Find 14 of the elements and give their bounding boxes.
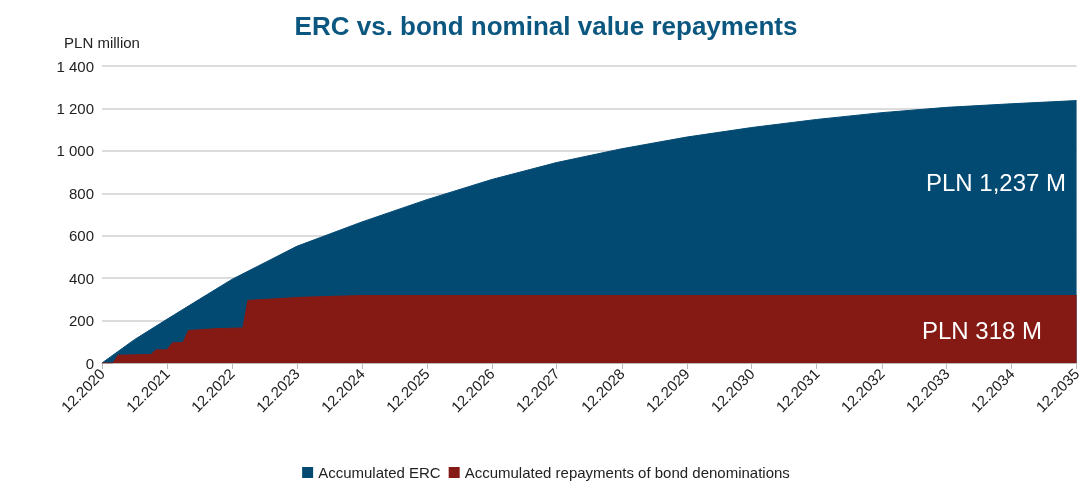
y-tick-label: 200 (68, 312, 94, 330)
y-tick-label: 400 (68, 269, 94, 287)
y-tick-label: 800 (68, 184, 94, 202)
y-tick-label: 0 (85, 354, 94, 372)
y-tick-label: 1 400 (56, 57, 94, 75)
annotation: PLN 318 M (921, 316, 1042, 344)
y-tick-label: 1 000 (56, 142, 94, 160)
y-axis-title: PLN million (64, 34, 140, 51)
legend-label: Accumulated ERC (318, 464, 441, 481)
legend-label: Accumulated repayments of bond denominations (464, 464, 790, 481)
y-tick-label: 600 (68, 227, 94, 245)
chart-title: ERC vs. bond nominal value repayments (294, 11, 798, 41)
annotation: PLN 1,237 M (925, 168, 1066, 196)
y-tick-label: 1 200 (56, 99, 94, 117)
